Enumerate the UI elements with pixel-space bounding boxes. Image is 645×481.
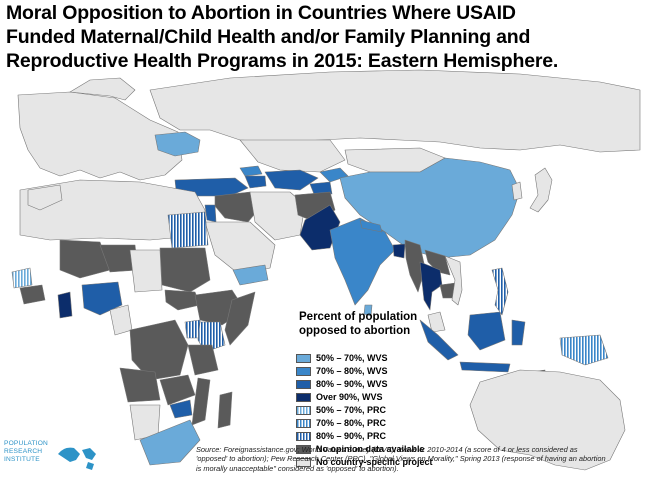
region-europe xyxy=(17,91,183,181)
legend-title-line-2: opposed to abortion xyxy=(299,325,411,337)
region-russia xyxy=(149,69,641,153)
legend-title-line-1: Percent of population xyxy=(299,311,418,323)
legend-swatch xyxy=(296,366,311,376)
country-uganda xyxy=(184,319,201,339)
country-malaysia xyxy=(427,311,446,333)
legend-label: 50% – 70%, WVS xyxy=(316,353,388,363)
legend-label: 80% – 90%, PRC xyxy=(316,431,387,441)
country-korea xyxy=(511,181,523,201)
country-sudan xyxy=(159,247,211,293)
country-zambia xyxy=(159,374,196,406)
country-south-sudan xyxy=(164,289,201,311)
country-borneo xyxy=(467,311,506,351)
legend-item-70-80-wvs: 70% – 80%, WVS xyxy=(296,365,388,377)
country-nepal xyxy=(359,219,383,233)
country-sri-lanka xyxy=(363,304,373,317)
legend-label: No opinion data available xyxy=(316,444,425,454)
region-scandinavia xyxy=(69,77,136,101)
country-armenia-azerbaijan xyxy=(244,175,267,189)
legend-swatch xyxy=(296,379,311,389)
legend-item-50-70-wvs: 50% – 70%, WVS xyxy=(296,352,388,364)
source-line-1: Source: Foreignassistance.gov; World Val… xyxy=(196,445,578,454)
legend-title: Percent of population opposed to abortio… xyxy=(299,310,450,338)
country-chad xyxy=(129,249,163,293)
legend-label: Over 90%, WVS xyxy=(316,392,383,402)
country-bangladesh xyxy=(392,243,406,259)
country-yemen xyxy=(232,264,269,286)
country-zimbabwe xyxy=(169,399,193,419)
country-guinea xyxy=(19,284,46,305)
country-egypt xyxy=(167,211,209,249)
source-line-2: 'opposed' to abortion); Pew Research Cen… xyxy=(196,454,606,464)
country-tajikistan xyxy=(309,181,333,195)
country-south-africa xyxy=(139,419,201,466)
title-line-3: Reproductive Health Programs in 2015: Ea… xyxy=(6,50,559,72)
country-png xyxy=(559,334,609,366)
country-laos xyxy=(424,249,451,276)
country-morocco xyxy=(27,184,63,211)
title-line-1: Moral Opposition to Abortion in Countrie… xyxy=(6,2,516,24)
country-thailand xyxy=(419,261,443,311)
source-note: Source: Foreignassistance.gov; World Val… xyxy=(196,445,642,473)
legend-swatch xyxy=(296,444,311,454)
legend-item-no-opinion-data: No opinion data available xyxy=(296,443,425,455)
legend-label: 50% – 70%, PRC xyxy=(316,405,387,415)
legend-item-80-90-wvs: 80% – 90%, WVS xyxy=(296,378,388,390)
country-ukraine xyxy=(154,131,201,157)
country-madagascar xyxy=(217,391,233,429)
country-philippines xyxy=(491,267,509,316)
logo-line-3: INSTITUTE xyxy=(4,456,40,463)
legend-swatch xyxy=(296,392,311,402)
country-kenya xyxy=(197,321,226,353)
country-somalia xyxy=(224,291,256,346)
legend-swatch xyxy=(296,457,311,467)
country-jordan xyxy=(204,204,217,223)
legend-item-no-project: No country-specific project xyxy=(296,456,433,468)
country-angola xyxy=(119,367,161,403)
title-line-2: Funded Maternal/Child Health and/or Fami… xyxy=(6,26,531,48)
country-vietnam xyxy=(444,255,463,306)
legend-label: 70% – 80%, PRC xyxy=(316,418,387,428)
pri-logo: POPULATION RESEARCH INSTITUTE xyxy=(4,440,48,464)
source-line-3: is morally unacceptable" considered as '… xyxy=(196,463,399,473)
globe-map-icon xyxy=(58,447,96,470)
country-uzbekistan xyxy=(264,169,319,191)
legend-label: 80% – 90%, WVS xyxy=(316,379,388,389)
legend-swatch xyxy=(296,405,311,415)
country-indonesia-java xyxy=(459,361,511,373)
country-tanzania xyxy=(187,344,219,376)
legend-item-80-90-prc: 80% – 90%, PRC xyxy=(296,430,386,442)
region-australia xyxy=(469,369,626,471)
country-mali xyxy=(59,239,111,279)
legend-label: 70% – 80%, WVS xyxy=(316,366,388,376)
legend-item-50-70-prc: 50% – 70%, PRC xyxy=(296,404,386,416)
legend-item-over-90-wvs: Over 90%, WVS xyxy=(296,391,383,403)
logo-line-1: POPULATION xyxy=(4,440,49,447)
country-cameroon xyxy=(109,304,133,336)
country-mozambique xyxy=(191,377,211,426)
country-kyrgyzstan xyxy=(319,167,349,183)
legend-swatch xyxy=(296,431,311,441)
country-ghana xyxy=(57,291,73,319)
legend-swatch xyxy=(296,353,311,363)
legend-item-70-80-prc: 70% – 80%, PRC xyxy=(296,417,386,429)
country-saudi-arabia xyxy=(204,221,276,276)
country-indonesia-sumatra xyxy=(419,319,459,361)
legend: Percent of population opposed to abortio… xyxy=(290,310,450,467)
country-senegal xyxy=(11,267,33,289)
legend-label: No country-specific project xyxy=(316,457,433,467)
legend-swatch xyxy=(296,418,311,428)
country-japan xyxy=(529,167,553,213)
logo-line-2: RESEARCH xyxy=(4,448,43,455)
country-georgia xyxy=(239,165,263,177)
country-pakistan xyxy=(299,204,341,251)
country-indonesia-sulawesi xyxy=(511,319,526,346)
country-myanmar xyxy=(404,239,426,293)
country-drc xyxy=(129,319,189,381)
